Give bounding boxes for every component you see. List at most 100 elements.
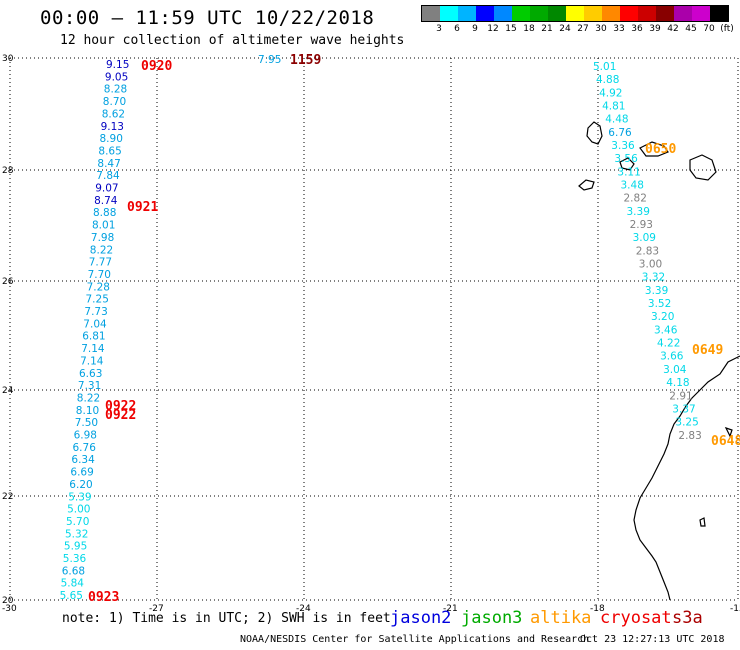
legend-swatch	[530, 6, 548, 21]
wave-height-label: 2.82	[624, 193, 647, 205]
time-label: 0922	[105, 408, 136, 423]
wave-height-label: 9.15	[106, 59, 129, 71]
wave-height-label: 8.47	[97, 158, 120, 170]
legend-swatch	[458, 6, 476, 21]
wave-height-label: 5.01	[593, 61, 616, 73]
island-tenerife	[639, 141, 669, 157]
legend-label: 30	[595, 24, 607, 34]
legend-label: 70	[703, 24, 715, 34]
wave-height-label: 8.28	[104, 84, 127, 96]
legend-swatch	[692, 6, 710, 21]
wave-height-label: 7.70	[88, 269, 111, 281]
wave-height-label: 6.69	[70, 467, 93, 479]
legend-swatch	[512, 6, 530, 21]
color-legend: 3 6 9 12 15 18 21 24 27 30 33 36 39 42 45 70 (ft)	[421, 5, 734, 38]
footnote: note: 1) Time is in UTC; 2) SWH is in fe…	[62, 611, 391, 626]
wave-height-label: 8.62	[102, 108, 125, 120]
wave-height-label: 3.11	[617, 166, 640, 178]
wave-height-label: 3.25	[675, 417, 698, 429]
wave-height-label: 3.52	[648, 298, 671, 310]
wave-height-label: 3.48	[621, 180, 644, 192]
legend-swatch	[566, 6, 584, 21]
wave-height-label: 7.73	[84, 306, 107, 318]
wave-height-label: 6.68	[62, 565, 85, 577]
wave-height-label: 8.90	[100, 133, 123, 145]
wave-height-label: 4.22	[657, 338, 680, 350]
wave-height-label: 8.65	[98, 145, 121, 157]
legend-swatches	[421, 5, 729, 22]
wave-height-label: 4.18	[666, 377, 689, 389]
wave-height-label: 7.98	[91, 232, 114, 244]
wave-height-label: 5.95	[64, 541, 87, 553]
legend-swatch	[584, 6, 602, 21]
african-coast	[633, 355, 740, 601]
legend-label: 9	[472, 24, 478, 34]
graticule	[9, 57, 739, 601]
wave-height-label: 3.66	[660, 351, 684, 363]
legend-labels: 3 6 9 12 15 18 21 24 27 30 33 36 39 42 45 70 (ft)	[421, 24, 734, 38]
satellite-label-altika: altika	[530, 608, 592, 628]
wave-height-label: 8.88	[93, 207, 116, 219]
island-el-hierro	[578, 179, 595, 191]
wave-height-label: 2.83	[678, 430, 701, 442]
island-la-gomera	[619, 157, 635, 171]
wave-height-label: 3.04	[663, 364, 687, 376]
wave-height-label: 6.63	[79, 368, 102, 380]
wave-height-label: 3.32	[642, 272, 665, 284]
wave-height-label: 5.00	[67, 504, 90, 516]
legend-label: 12	[487, 24, 499, 34]
wave-height-label: 6.98	[74, 430, 97, 442]
wave-height-label: 6.81	[82, 331, 105, 343]
satellite-label-cryosat: cryosat	[600, 608, 672, 628]
legend-label: 33	[613, 24, 625, 34]
wave-height-label: 5.70	[66, 516, 89, 528]
wave-height-label: 5.65	[60, 590, 83, 602]
wave-height-label: 3.00	[639, 259, 662, 271]
satellite-label-jason3: jason3	[461, 608, 523, 628]
wave-height-label: 3.37	[672, 403, 695, 415]
wave-height-label: 3.20	[651, 311, 674, 323]
wave-height-label: 8.70	[103, 96, 126, 108]
wave-height-label: 4.48	[605, 114, 628, 126]
wave-height-label: 5.84	[61, 578, 85, 590]
legend-swatch	[476, 6, 494, 21]
wave-height-label: 3.39	[645, 285, 668, 297]
wave-height-label: 4.88	[596, 74, 619, 86]
wave-height-label: 8.22	[90, 244, 113, 256]
wave-height-values: 9.159.058.288.708.629.138.908.658.477.84…	[60, 54, 702, 602]
wave-height-label: 3.09	[633, 232, 656, 244]
wave-height-label: 2.93	[630, 219, 653, 231]
satellite-label-jason2: jason2	[390, 608, 452, 628]
wave-height-label: 7.95	[258, 54, 281, 66]
wave-height-label: 2.83	[636, 245, 659, 257]
legend-swatch	[638, 6, 656, 21]
lat-tick-label: 22	[2, 492, 13, 502]
legend-label: 39	[649, 24, 661, 34]
wave-height-label: 9.05	[105, 71, 128, 83]
legend-swatch	[494, 6, 512, 21]
wave-height-label: 7.50	[75, 417, 98, 429]
time-label: 0650	[645, 142, 676, 157]
lat-tick-label: 30	[2, 54, 14, 64]
wave-height-label: 3.46	[654, 324, 678, 336]
legend-swatch	[620, 6, 638, 21]
wave-height-label: 8.22	[77, 392, 100, 404]
wave-height-label: 4.81	[602, 101, 625, 113]
time-label: 0923	[88, 590, 119, 605]
legend-label: 21	[541, 24, 553, 34]
time-label: 0648	[711, 434, 740, 449]
time-label: 0649	[692, 343, 723, 358]
satellite-label-s3a: s3a	[672, 608, 703, 628]
lon-tick-label: -18	[590, 604, 605, 614]
credit-line: NOAA/NESDIS Center for Satellite Applica…	[240, 634, 590, 645]
wave-height-label: 8.74	[94, 195, 118, 207]
legend-swatch	[710, 6, 728, 21]
wave-height-label: 7.25	[86, 294, 109, 306]
lon-tick-label: -21	[443, 604, 458, 614]
wave-height-label: 2.91	[669, 390, 692, 402]
time-label: 0920	[141, 59, 172, 74]
island-gran-canaria	[689, 154, 717, 181]
legend-swatch	[440, 6, 458, 21]
wave-height-label: 9.07	[95, 183, 118, 195]
